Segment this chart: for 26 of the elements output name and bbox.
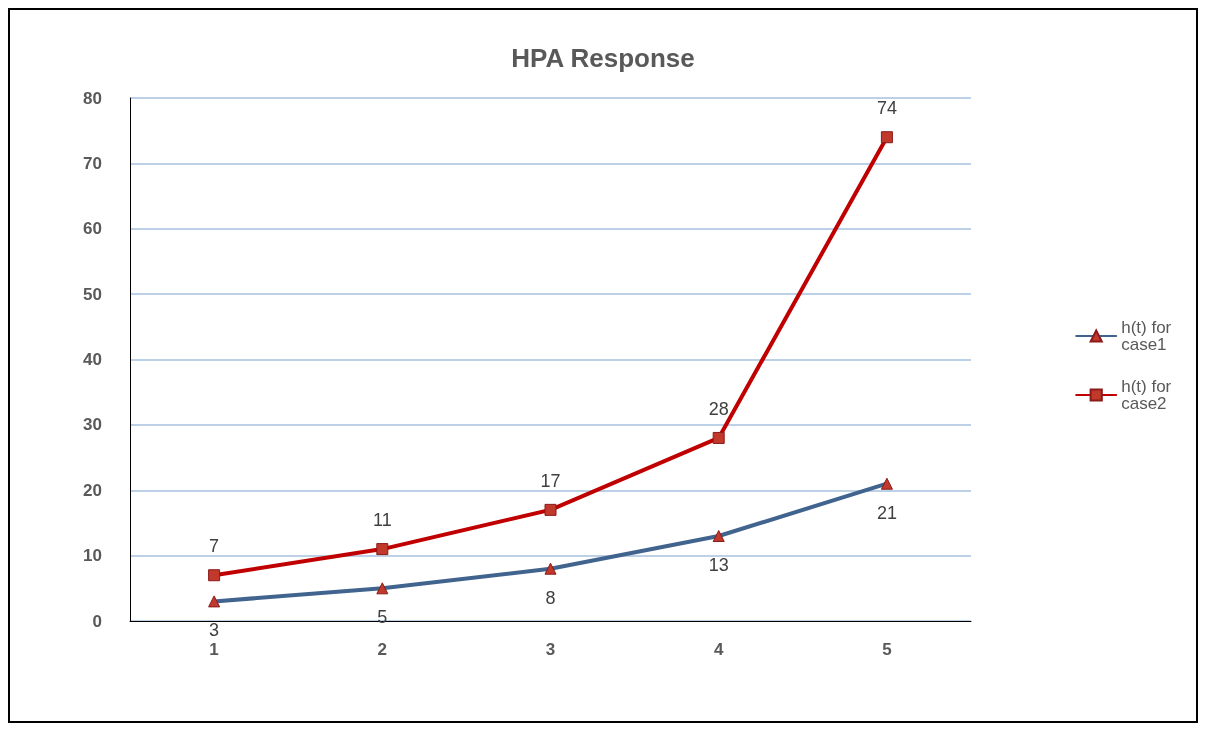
data-label: 17: [540, 470, 561, 491]
data-label: 28: [708, 398, 729, 419]
data-label: 11: [372, 510, 392, 531]
data-label: 13: [708, 555, 729, 576]
y-tick-label: 80: [83, 88, 102, 108]
data-label: 3: [209, 620, 220, 641]
data-label: 21: [876, 502, 897, 523]
y-tick-label: 30: [83, 415, 102, 435]
data-label: 74: [876, 98, 897, 119]
y-tick-label: 50: [83, 284, 102, 304]
x-tick-label: 3: [545, 640, 556, 659]
legend-label: h(t) for case2: [1121, 377, 1177, 413]
y-tick-label: 0: [92, 611, 102, 631]
y-tick-label: 60: [83, 219, 102, 239]
x-tick-label: 4: [713, 640, 724, 659]
y-tick-label: 70: [83, 153, 102, 173]
chart-title: HPA Response: [511, 43, 695, 73]
data-label: 7: [209, 536, 220, 557]
x-tick-label: 2: [377, 640, 388, 659]
y-tick-label: 10: [83, 546, 102, 566]
x-tick-label: 5: [882, 640, 892, 659]
legend-label: h(t) for case1: [1121, 318, 1177, 354]
y-tick-label: 40: [83, 350, 102, 369]
y-tick-label: 20: [83, 480, 102, 500]
data-label: 8: [545, 587, 556, 608]
x-tick-label: 1: [209, 640, 219, 659]
